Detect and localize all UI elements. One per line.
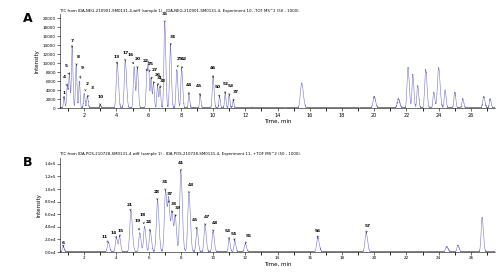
Text: 56: 56 [315, 229, 321, 238]
Text: 14: 14 [111, 231, 117, 238]
Text: 27: 27 [151, 68, 158, 79]
Text: 57: 57 [364, 224, 370, 233]
Text: 25: 25 [148, 61, 154, 71]
Text: 10: 10 [97, 95, 103, 105]
Text: 15: 15 [118, 229, 124, 237]
Text: 54: 54 [230, 232, 236, 240]
Text: 50: 50 [215, 86, 221, 97]
Text: 53: 53 [228, 84, 234, 95]
Text: 47: 47 [204, 215, 210, 225]
Text: 53: 53 [224, 229, 230, 239]
Text: A: A [23, 12, 32, 25]
Text: 34: 34 [162, 180, 168, 191]
Text: 13: 13 [114, 55, 119, 64]
Text: 31: 31 [157, 76, 163, 85]
Text: 6: 6 [62, 240, 64, 247]
Text: 39: 39 [174, 206, 180, 216]
Text: 2: 2 [85, 82, 89, 91]
Text: 34: 34 [170, 35, 176, 45]
Text: 41: 41 [178, 161, 184, 171]
Text: 45: 45 [196, 84, 202, 95]
Text: 26: 26 [154, 73, 160, 83]
Text: 46: 46 [210, 66, 216, 77]
Text: 29: 29 [176, 57, 182, 67]
X-axis label: Time, min: Time, min [264, 261, 291, 267]
Text: 43: 43 [188, 183, 194, 193]
Text: 4: 4 [62, 75, 68, 85]
Text: 45: 45 [192, 218, 198, 229]
Text: 9: 9 [80, 66, 84, 78]
X-axis label: Time, min: Time, min [264, 119, 291, 124]
Text: 19: 19 [134, 219, 140, 230]
Text: 28: 28 [154, 190, 160, 200]
Text: 52: 52 [222, 82, 228, 94]
Text: TIC from IDA-NEG-210901-SM0131-4.wiff (sample 1) - IDA-NEG-210901-SM0131-4, Expe: TIC from IDA-NEG-210901-SM0131-4.wiff (s… [60, 9, 300, 13]
Text: TIC from IDA-POS-210728-SM0131-4.wiff (sample 1) - IDA-POS-210728-SM0131-4, Expe: TIC from IDA-POS-210728-SM0131-4.wiff (s… [60, 152, 301, 157]
Text: 48: 48 [212, 221, 218, 232]
Text: B: B [23, 156, 32, 169]
Text: 11: 11 [102, 235, 108, 242]
Text: 8: 8 [76, 55, 80, 65]
Text: 17: 17 [122, 51, 128, 61]
Text: 33: 33 [160, 79, 166, 88]
Text: 35: 35 [162, 12, 168, 22]
Text: 1: 1 [62, 91, 66, 98]
Text: 5: 5 [64, 64, 70, 74]
Y-axis label: Intensity: Intensity [35, 49, 40, 73]
Text: 55: 55 [246, 234, 252, 243]
Text: 3: 3 [88, 86, 94, 97]
Text: 37: 37 [166, 192, 172, 202]
Text: 37: 37 [232, 90, 238, 101]
Text: 22: 22 [142, 59, 148, 71]
Y-axis label: Intensity: Intensity [36, 193, 42, 217]
Text: 20: 20 [135, 57, 141, 68]
Text: 21: 21 [126, 203, 132, 211]
Text: 42: 42 [181, 57, 187, 68]
Text: 38: 38 [170, 202, 176, 212]
Text: 44: 44 [186, 83, 192, 94]
Text: 18: 18 [139, 213, 145, 224]
Text: 7: 7 [70, 39, 74, 47]
Text: 24: 24 [146, 220, 152, 232]
Text: 16: 16 [128, 53, 134, 64]
